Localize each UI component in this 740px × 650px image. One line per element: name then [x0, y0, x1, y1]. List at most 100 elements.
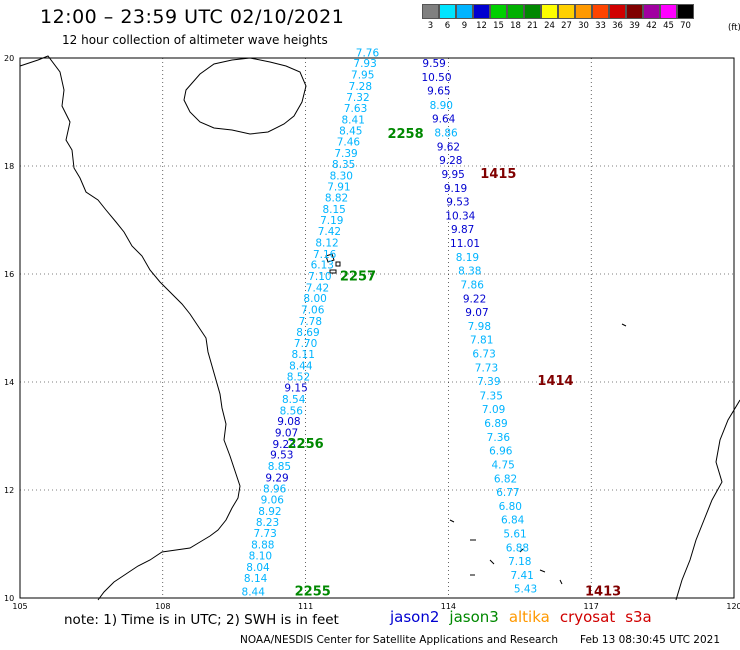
wave-height-label: 8.86 [434, 127, 458, 139]
wave-height-label: 8.10 [249, 551, 272, 563]
track-jason3: 8.448.148.048.108.887.738.238.929.068.96… [242, 47, 424, 599]
color-swatch [643, 4, 660, 19]
wave-height-label: 7.42 [306, 282, 329, 294]
pass-time-label: 1415 [480, 167, 516, 182]
footer-note: note: 1) Time is in UTC; 2) SWH is in fe… [64, 612, 339, 628]
wave-height-label: 7.98 [468, 321, 491, 333]
wave-height-label: 10.50 [421, 72, 451, 84]
wave-height-label: 9.23 [272, 439, 295, 451]
wave-height-label: 7.73 [253, 528, 276, 540]
color-swatch [439, 4, 456, 19]
satellite-tracks: 8.448.148.048.108.887.738.238.929.068.96… [242, 47, 622, 599]
lat-tick-label: 12 [4, 486, 14, 495]
pass-time-label: 2258 [387, 127, 423, 142]
lon-tick-label: 120 [726, 602, 740, 611]
wave-height-label: 9.64 [432, 113, 456, 125]
wave-height-label: 7.36 [487, 432, 511, 444]
wave-height-label: 7.46 [337, 136, 361, 148]
color-swatch [541, 4, 558, 19]
graticule [20, 58, 734, 598]
wave-height-label: 7.63 [344, 103, 367, 115]
wave-height-label: 8.11 [292, 349, 315, 361]
coastline-vietnam [19, 55, 241, 601]
wave-height-label: 9.06 [261, 495, 285, 507]
color-scale-label: 24 [544, 21, 555, 31]
color-swatch [473, 4, 490, 19]
color-scale-label: 15 [493, 21, 504, 31]
wave-height-label: 7.39 [477, 376, 500, 388]
wave-height-label: 8.82 [325, 193, 348, 205]
legend-item-cryosat: cryosat [559, 608, 616, 626]
color-scale-label: 36 [612, 21, 623, 31]
legend-item-jason3: jason3 [449, 608, 499, 626]
wave-height-label: 7.91 [327, 181, 350, 193]
wave-height-label: 8.90 [430, 100, 453, 112]
color-scale-label: 12 [476, 21, 487, 31]
color-swatch [524, 4, 541, 19]
pass-time-label: 2256 [288, 437, 324, 452]
footer-credit: NOAA/NESDIS Center for Satellite Applica… [240, 634, 558, 646]
wave-height-label: 8.30 [330, 171, 353, 183]
color-swatch [422, 4, 439, 19]
color-swatch [507, 4, 524, 19]
wave-height-label: 8.44 [242, 586, 266, 598]
lat-tick-label: 16 [4, 270, 14, 279]
wave-height-label: 9.19 [444, 183, 467, 195]
wave-height-label: 8.54 [282, 394, 306, 406]
coastline [19, 55, 740, 601]
wave-height-label: 8.44 [289, 361, 313, 373]
wave-height-label: 9.07 [465, 307, 488, 319]
wave-height-label: 7.81 [470, 335, 493, 347]
color-scale-label: 27 [561, 21, 572, 31]
wave-height-label: 8.52 [287, 371, 310, 383]
pass-time-label: 2255 [295, 584, 331, 599]
axis-ticks: 105 108 111 114 117 120 20 18 16 14 12 10 [4, 54, 740, 611]
wave-height-label: 6.89 [484, 418, 507, 430]
wave-height-label: 8.69 [296, 327, 319, 339]
wave-height-label: 8.96 [263, 484, 287, 496]
color-scale-label: 18 [510, 21, 521, 31]
color-scale-label: 42 [646, 21, 657, 31]
coastline-philippines [675, 399, 740, 601]
wave-height-label: 9.29 [265, 472, 288, 484]
wave-height-label: 10.34 [445, 210, 475, 222]
wave-height-label: 8.35 [332, 159, 355, 171]
color-swatch [456, 4, 473, 19]
lat-tick-label: 20 [4, 54, 14, 63]
color-swatch [660, 4, 677, 19]
lat-tick-label: 14 [4, 378, 14, 387]
color-scale: 3 6 9 12 15 18 21 24 27 30 33 36 39 42 45 70 [422, 4, 694, 31]
wave-height-label: 7.18 [508, 556, 531, 568]
lon-tick-label: 108 [155, 602, 170, 611]
wave-height-label: 9.87 [451, 224, 474, 236]
wave-height-label: 6.77 [496, 487, 519, 499]
wave-height-label: 8.38 [458, 266, 481, 278]
color-scale-label: 9 [461, 21, 468, 31]
color-scale-label: 21 [527, 21, 538, 31]
color-scale-label: 30 [578, 21, 589, 31]
wave-height-label: 8.56 [280, 405, 304, 417]
wave-height-label: 9.95 [441, 169, 464, 181]
satellite-legend: jason2 jason3 altika cryosat s3a [390, 608, 662, 626]
color-scale-label: 6 [444, 21, 451, 31]
map-frame [19, 57, 735, 599]
wave-height-label: 9.53 [270, 450, 293, 462]
coastline-hainan [183, 57, 307, 135]
wave-height-label: 9.08 [277, 416, 300, 428]
wave-height-label: 7.35 [480, 390, 503, 402]
wave-height-label: 7.86 [461, 280, 485, 292]
color-swatch [592, 4, 609, 19]
wave-height-label: 7.42 [318, 226, 341, 238]
lon-tick-label: 117 [584, 602, 599, 611]
wave-height-label: 7.19 [320, 215, 343, 227]
color-scale-label: 70 [680, 21, 691, 31]
wave-height-label: 7.93 [353, 58, 376, 70]
wave-height-label: 11.01 [450, 238, 480, 250]
wave-height-label: 8.15 [322, 204, 345, 216]
wave-height-label: 7.32 [346, 92, 369, 104]
wave-height-label: 9.59 [422, 58, 445, 70]
wave-height-label: 8.23 [256, 517, 279, 529]
wave-height-label: 8.04 [246, 562, 270, 574]
wave-height-label: 8.88 [251, 539, 274, 551]
footer-timestamp: Feb 13 08:30:45 UTC 2021 [580, 634, 720, 646]
